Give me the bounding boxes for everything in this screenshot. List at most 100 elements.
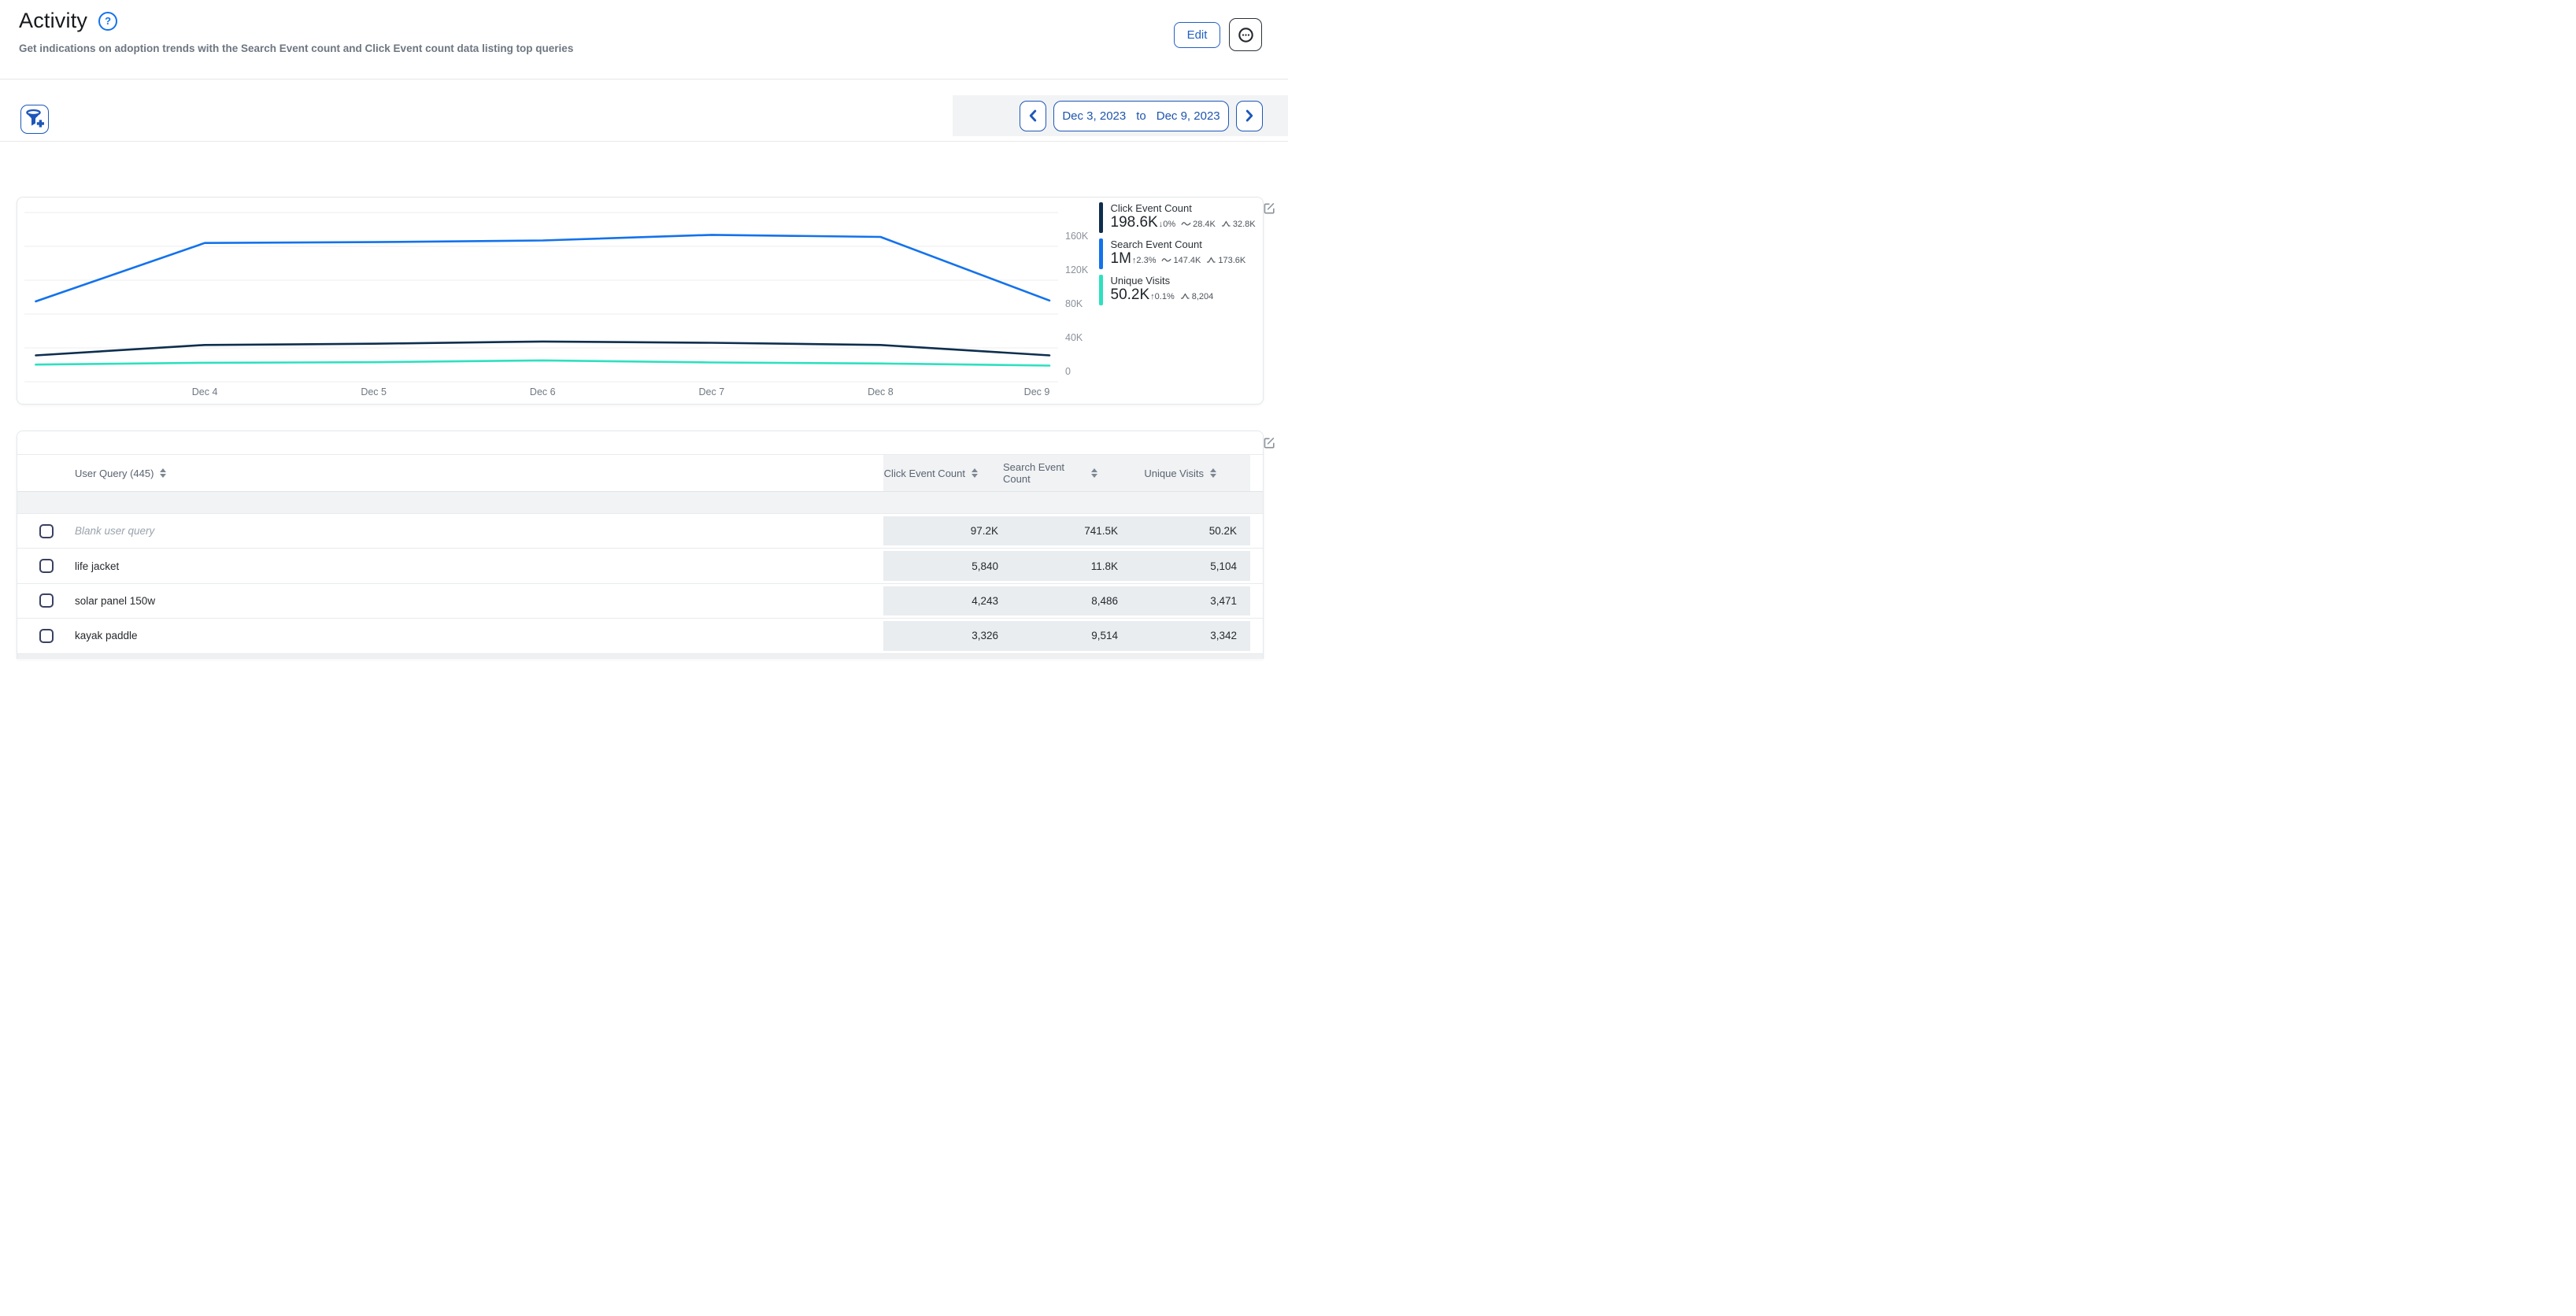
help-icon[interactable]: ? — [98, 11, 118, 31]
column-header-unique-visits[interactable]: Unique Visits — [1122, 455, 1237, 491]
cell-click-event-count: 4,243 — [972, 594, 998, 607]
table-card-top-strip — [17, 431, 1263, 454]
date-to: Dec 9, 2023 — [1156, 109, 1220, 123]
search-count-header-label: Search Event Count — [1003, 461, 1065, 485]
cell-unique-visits: 3,471 — [1210, 594, 1237, 607]
legend-entry-click-event-count[interactable]: Click Event Count 198.6K ↓ 0% 28.4K 32.8K — [1099, 202, 1263, 233]
average-icon — [1181, 216, 1193, 231]
legend-total-value: 198.6K — [1110, 214, 1158, 231]
cell-unique-visits: 3,342 — [1210, 630, 1237, 642]
edit-chart-widget-icon[interactable] — [1263, 201, 1275, 214]
table-row[interactable]: life jacket 5,840 11.8K 5,104 — [17, 549, 1263, 584]
legend-peak: 173.6K — [1206, 253, 1245, 267]
cell-click-event-count: 97.2K — [970, 525, 998, 538]
sort-icon — [160, 468, 167, 479]
numeric-header-band — [883, 455, 1250, 491]
user-query-header-label: User Query (445) — [75, 467, 154, 479]
legend-series-stats: 198.6K ↓ 0% 28.4K 32.8K — [1111, 214, 1256, 231]
legend-trend-pct: 2.3% — [1136, 256, 1157, 265]
peak-icon — [1206, 253, 1218, 267]
peak-icon — [1180, 289, 1192, 303]
row-user-query: life jacket — [75, 560, 120, 572]
edit-button[interactable]: Edit — [1174, 22, 1220, 48]
legend-series-name: Search Event Count — [1110, 238, 1202, 250]
chevron-left-icon — [1028, 109, 1038, 122]
sort-icon — [1091, 468, 1097, 479]
top-queries-table-card: User Query (445) Click Event Count Searc… — [17, 431, 1264, 659]
legend-series-stats: 50.2K ↑ 0.1% 8,204 — [1111, 286, 1214, 304]
title-row: Activity ? — [19, 9, 118, 33]
x-axis-tick-label: Dec 5 — [361, 386, 387, 397]
chart-legend: Click Event Count 198.6K ↓ 0% 28.4K 32.8K Sear… — [1099, 202, 1263, 311]
legend-series-name: Click Event Count — [1110, 202, 1192, 214]
table-row[interactable]: solar panel 150w 4,243 8,486 3,471 — [17, 583, 1263, 619]
row-user-query: Blank user query — [75, 525, 155, 538]
unique-visits-header-label: Unique Visits — [1144, 467, 1204, 479]
trend-arrow-icon: ↑ — [1150, 292, 1155, 301]
cell-search-event-count: 741.5K — [1084, 525, 1118, 538]
date-from: Dec 3, 2023 — [1062, 109, 1127, 123]
legend-color-bar — [1099, 275, 1103, 305]
legend-total-value: 50.2K — [1110, 286, 1150, 303]
legend-average: 147.4K — [1161, 253, 1201, 267]
row-checkbox[interactable] — [39, 593, 54, 608]
legend-trend-pct: 0% — [1163, 220, 1176, 229]
page-title: Activity — [19, 9, 88, 32]
y-axis-tick-label: 160K — [1065, 231, 1089, 242]
cell-click-event-count: 3,326 — [972, 630, 998, 642]
date-separator: to — [1136, 109, 1146, 123]
page-header: Activity ? Get indications on adoption t… — [0, 0, 1288, 79]
row-checkbox[interactable] — [39, 628, 54, 643]
y-axis-tick-label: 80K — [1065, 298, 1083, 309]
page-subtitle: Get indications on adoption trends with … — [19, 43, 574, 54]
table-row[interactable]: Blank user query 97.2K 741.5K 50.2K — [17, 514, 1263, 549]
cell-unique-visits: 5,104 — [1210, 560, 1237, 572]
circled-ellipsis-icon — [1237, 26, 1255, 44]
legend-color-bar — [1099, 202, 1103, 233]
x-axis-tick-label: Dec 6 — [530, 386, 556, 397]
column-header-click-event-count[interactable]: Click Event Count — [883, 455, 998, 491]
date-range-button[interactable]: Dec 3, 2023 to Dec 9, 2023 — [1053, 100, 1229, 131]
table-header-row: User Query (445) Click Event Count Searc… — [17, 454, 1263, 492]
legend-entry-body: Click Event Count 198.6K ↓ 0% 28.4K 32.8K — [1111, 202, 1256, 233]
table-row[interactable]: kayak paddle 3,326 9,514 3,342 — [17, 619, 1263, 654]
legend-entry-search-event-count[interactable]: Search Event Count 1M ↑ 2.3% 147.4K 173.6K — [1099, 238, 1263, 269]
activity-dashboard-page: Activity ? Get indications on adoption t… — [0, 0, 1288, 659]
legend-entry-unique-visits[interactable]: Unique Visits 50.2K ↑ 0.1% 8,204 — [1099, 275, 1263, 305]
legend-series-name: Unique Visits — [1110, 275, 1171, 286]
peak-icon — [1221, 216, 1233, 231]
date-range-panel: Dec 3, 2023 to Dec 9, 2023 — [953, 95, 1288, 136]
series-line-search-event-count — [35, 234, 1051, 303]
table-filter-band — [17, 492, 1263, 514]
y-axis-tick-label: 40K — [1065, 332, 1083, 343]
cell-unique-visits: 50.2K — [1208, 525, 1237, 538]
series-line-unique-visits — [35, 359, 1051, 367]
add-filter-button[interactable] — [20, 105, 49, 134]
row-user-query: kayak paddle — [75, 630, 138, 642]
row-user-query: solar panel 150w — [75, 594, 156, 607]
x-axis-tick-label: Dec 8 — [868, 386, 894, 397]
previous-period-button[interactable] — [1020, 100, 1046, 131]
series-line-click-event-count — [35, 340, 1051, 357]
legend-series-stats: 1M ↑ 2.3% 147.4K 173.6K — [1111, 250, 1246, 268]
funnel-plus-icon — [24, 109, 46, 130]
column-header-user-query[interactable]: User Query (445) — [75, 455, 167, 491]
row-checkbox[interactable] — [39, 559, 54, 574]
cell-search-event-count: 11.8K — [1090, 560, 1118, 572]
more-options-button[interactable] — [1229, 18, 1262, 51]
legend-peak: 32.8K — [1221, 216, 1256, 231]
numeric-cell-band — [883, 551, 1250, 581]
table-body: Blank user query 97.2K 741.5K 50.2K life… — [17, 514, 1263, 654]
x-axis-tick-label: Dec 4 — [192, 386, 218, 397]
column-header-search-event-count[interactable]: Search Event Count — [1003, 455, 1118, 491]
trend-line-chart: 160K 120K 80K 40K 0 Dec 4 Dec 5 Dec 6 Dec 7 Dec 8… — [24, 212, 1089, 397]
numeric-cell-band — [883, 516, 1250, 546]
y-axis-tick-label: 0 — [1065, 366, 1071, 377]
row-checkbox[interactable] — [39, 523, 54, 538]
click-count-header-label: Click Event Count — [883, 467, 965, 479]
edit-table-widget-icon[interactable] — [1263, 436, 1275, 449]
legend-total-value: 1M — [1110, 250, 1131, 267]
numeric-cell-band — [883, 621, 1250, 651]
next-period-button[interactable] — [1236, 100, 1263, 131]
x-axis-tick-label: Dec 9 — [1024, 386, 1050, 397]
